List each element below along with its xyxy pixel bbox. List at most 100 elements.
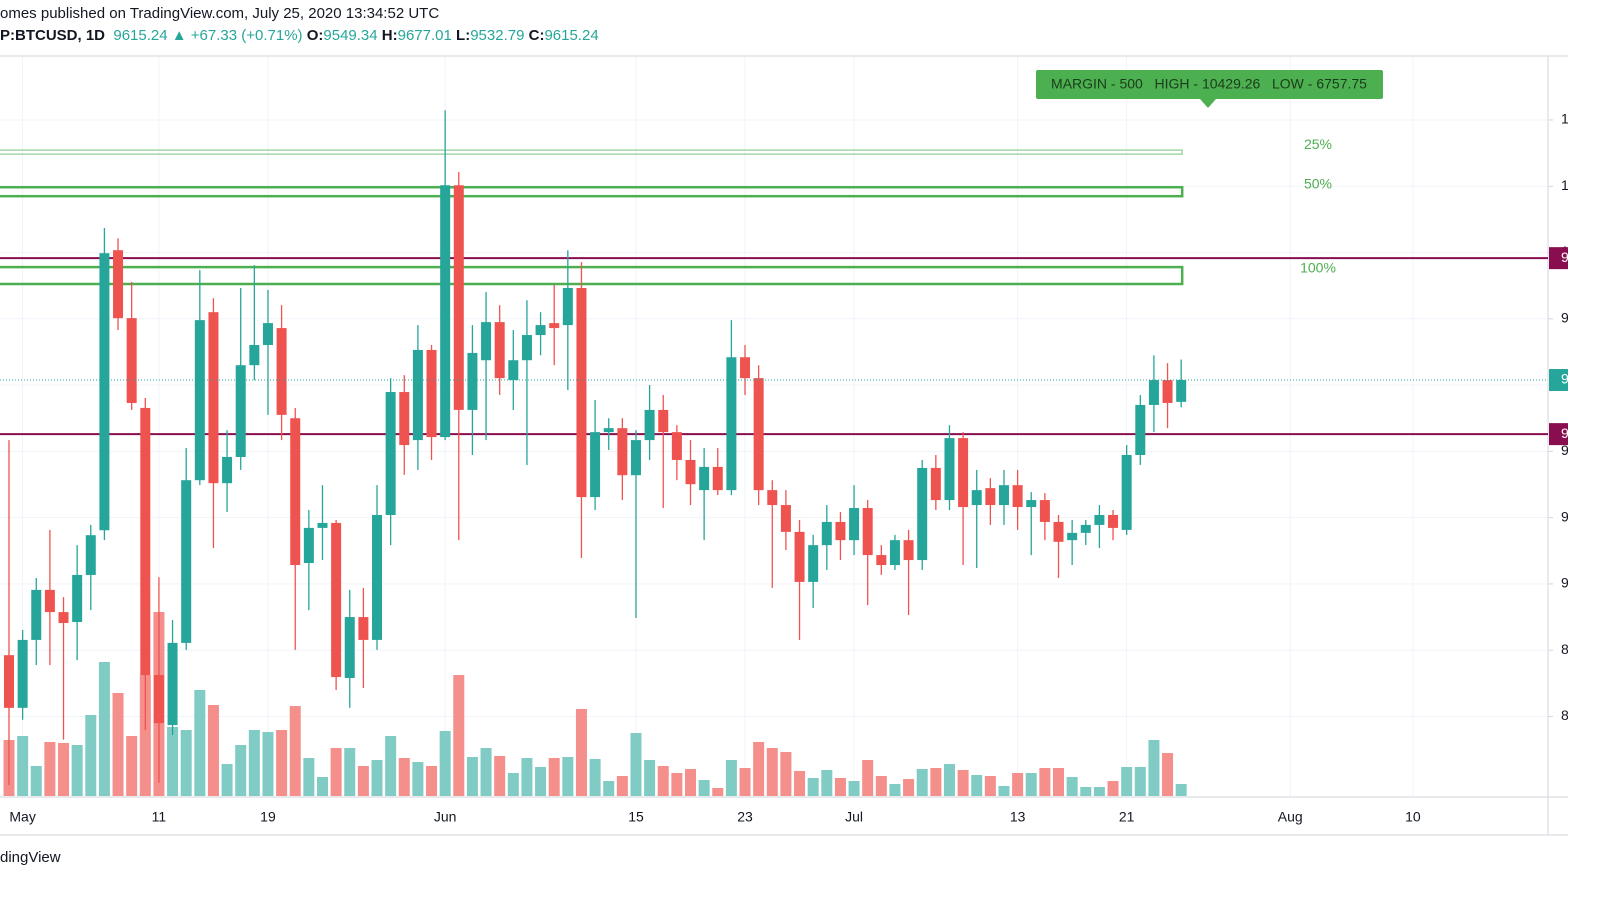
zone-label: 50% bbox=[1304, 175, 1332, 191]
volume-bar bbox=[848, 781, 860, 796]
candle-body bbox=[576, 287, 587, 498]
candle-body bbox=[549, 323, 560, 329]
x-tick-label: 15 bbox=[628, 809, 644, 825]
volume-bar bbox=[984, 776, 996, 796]
annotation-box bbox=[1036, 70, 1383, 99]
volume-bar bbox=[657, 766, 669, 796]
candle-body bbox=[808, 545, 819, 582]
volume-bar bbox=[289, 706, 301, 796]
price: 9615.24 bbox=[113, 27, 168, 44]
candle-body bbox=[344, 617, 355, 679]
candle-body bbox=[508, 360, 519, 381]
volume-bar bbox=[480, 748, 492, 796]
volume-bar bbox=[85, 715, 97, 796]
volume-bar bbox=[943, 764, 955, 796]
volume-bar bbox=[344, 748, 356, 796]
level-label-bg bbox=[1549, 423, 1568, 446]
volume-bar bbox=[1148, 740, 1160, 796]
candle-body bbox=[44, 589, 55, 613]
candle-body bbox=[849, 508, 860, 541]
candle-body bbox=[1121, 454, 1132, 530]
candle-body bbox=[876, 555, 887, 566]
candle-body bbox=[889, 540, 900, 566]
zone bbox=[0, 265, 1184, 286]
annotation-text: MARGIN - 500 HIGH - 10429.26 LOW - 6757.… bbox=[1051, 76, 1367, 92]
candle-body bbox=[562, 287, 573, 326]
volume-bar bbox=[698, 780, 710, 796]
candle-body bbox=[290, 418, 301, 566]
y-tick-label: 8800 bbox=[1561, 641, 1568, 657]
y-tick-label: 10400 bbox=[1561, 111, 1568, 127]
volume-bar bbox=[235, 745, 247, 796]
candle-body bbox=[1053, 521, 1064, 542]
candle-body bbox=[658, 409, 669, 433]
volume-bar bbox=[998, 786, 1010, 796]
c-value: 9615.24 bbox=[544, 27, 599, 44]
volume-bar bbox=[589, 759, 601, 796]
volume-bar bbox=[262, 732, 274, 796]
o-value: 9549.34 bbox=[323, 27, 378, 44]
volume-bar bbox=[603, 781, 615, 796]
candle-body bbox=[971, 490, 982, 506]
candle-body bbox=[440, 185, 451, 438]
volume-bar bbox=[739, 768, 751, 796]
candle-body bbox=[1162, 380, 1173, 403]
candle-body bbox=[835, 521, 846, 541]
volume-bar bbox=[562, 757, 574, 796]
x-tick-label: Jul bbox=[845, 809, 863, 825]
volume-bar bbox=[1162, 753, 1174, 796]
candle-body bbox=[1039, 500, 1050, 522]
volume-bar bbox=[385, 736, 397, 796]
candle-body bbox=[1067, 532, 1078, 541]
volume-bar bbox=[180, 730, 192, 796]
y-tick-label: 9200 bbox=[1561, 508, 1568, 524]
zone-label: 25% bbox=[1304, 136, 1332, 152]
volume-bar bbox=[766, 748, 778, 796]
level-label-bg bbox=[1549, 247, 1568, 270]
volume-bar bbox=[494, 756, 506, 796]
y-tick-label: 9800 bbox=[1561, 310, 1568, 326]
y-tick-label: 9400 bbox=[1561, 442, 1568, 458]
volume-bar bbox=[44, 742, 56, 796]
volume-bar bbox=[1025, 773, 1037, 796]
zone-label: 100% bbox=[1300, 259, 1336, 275]
volume-bar bbox=[685, 769, 696, 796]
candle-body bbox=[58, 612, 69, 624]
x-tick-label: 13 bbox=[1010, 809, 1026, 825]
x-tick-label: 23 bbox=[737, 809, 753, 825]
volume-bar bbox=[834, 778, 846, 796]
candle-body bbox=[153, 675, 164, 724]
h-value: 9677.01 bbox=[397, 27, 452, 44]
candle-body bbox=[794, 531, 805, 582]
candle-body bbox=[1176, 380, 1187, 402]
candle-body bbox=[494, 322, 505, 379]
volume-bar bbox=[725, 760, 737, 796]
candle-body bbox=[426, 349, 437, 438]
volume-bar bbox=[753, 742, 765, 796]
volume-bar bbox=[794, 771, 806, 796]
zone bbox=[0, 185, 1184, 198]
candle-body bbox=[1080, 524, 1091, 533]
volume-bar bbox=[1107, 781, 1119, 796]
candle-body bbox=[617, 428, 628, 476]
candle-body bbox=[1148, 380, 1159, 405]
x-tick-label: Aug bbox=[1278, 809, 1303, 825]
volume-bar bbox=[535, 767, 547, 796]
volume-bar bbox=[644, 760, 656, 796]
volume-bar bbox=[330, 748, 342, 796]
candle-body bbox=[481, 322, 492, 361]
volume-bar bbox=[126, 736, 138, 796]
volume-bar bbox=[1039, 768, 1051, 796]
candle-body bbox=[1026, 500, 1037, 508]
candle-body bbox=[140, 407, 151, 676]
candle-body bbox=[985, 488, 996, 506]
candle-body bbox=[726, 357, 737, 491]
volume-bar bbox=[1053, 768, 1065, 796]
candle-body bbox=[181, 480, 192, 643]
candle-body bbox=[644, 409, 655, 441]
candle-body bbox=[113, 250, 124, 319]
candle-body bbox=[590, 432, 601, 498]
candle-body bbox=[903, 540, 914, 561]
candle-body bbox=[317, 522, 328, 528]
h-label: H: bbox=[381, 27, 398, 44]
